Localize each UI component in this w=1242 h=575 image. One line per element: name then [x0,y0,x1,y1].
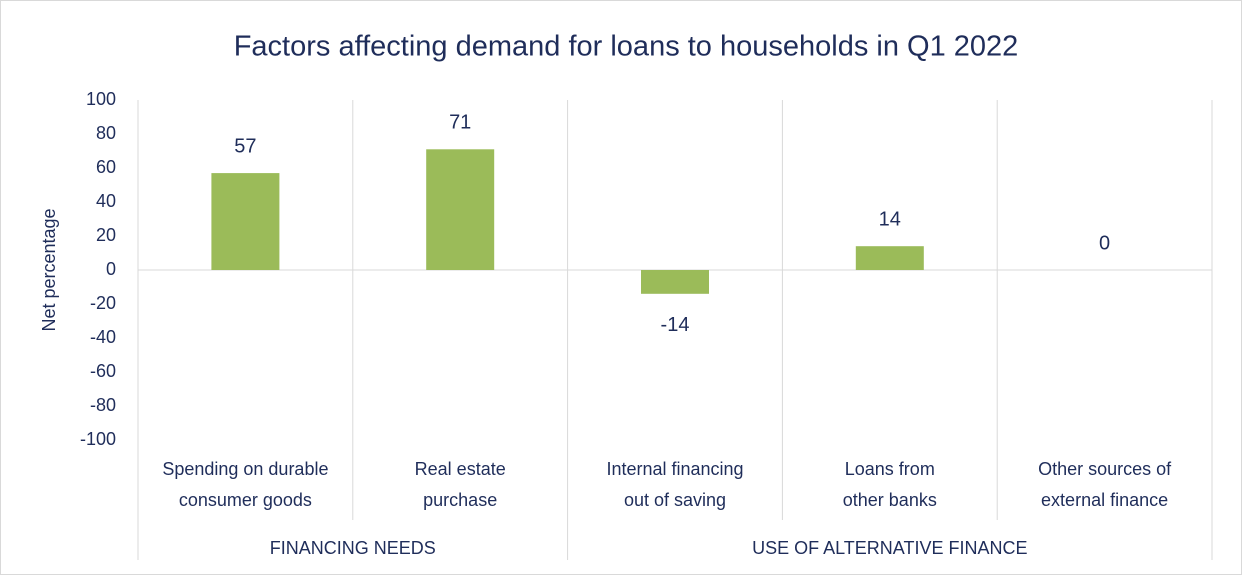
chart-title: Factors affecting demand for loans to ho… [234,31,1019,63]
x-tick-label: Loans from other banks [843,459,937,510]
y-tick-label: -80 [90,395,116,415]
y-tick-label: -100 [80,429,116,449]
bar [641,270,709,294]
data-label: 57 [234,135,256,157]
data-label: 71 [449,112,471,134]
x-tick-label: Real estate purchase [415,459,506,510]
y-tick-label: 80 [96,123,116,143]
group-label: USE OF ALTERNATIVE FINANCE [752,538,1027,558]
x-tick-label: Spending on durable consumer goods [162,459,328,510]
x-tick-label: Internal financing out of saving [606,459,743,510]
y-tick-label: 60 [96,157,116,177]
y-tick-label: -60 [90,361,116,381]
y-tick-label: -40 [90,327,116,347]
data-label: 14 [879,208,901,230]
data-label: -14 [661,314,690,336]
y-tick-label: 0 [106,259,116,279]
y-axis-label: Net percentage [39,208,59,331]
bar [426,149,495,270]
y-tick-label: 20 [96,225,116,245]
data-label: 0 [1099,232,1110,254]
bar [211,173,280,270]
group-label: FINANCING NEEDS [270,538,436,558]
y-tick-label: 100 [86,89,116,109]
y-tick-label: -20 [90,293,116,313]
bar [855,246,924,270]
x-tick-label: Other sources of external finance [1038,459,1172,510]
y-tick-label: 40 [96,191,116,211]
